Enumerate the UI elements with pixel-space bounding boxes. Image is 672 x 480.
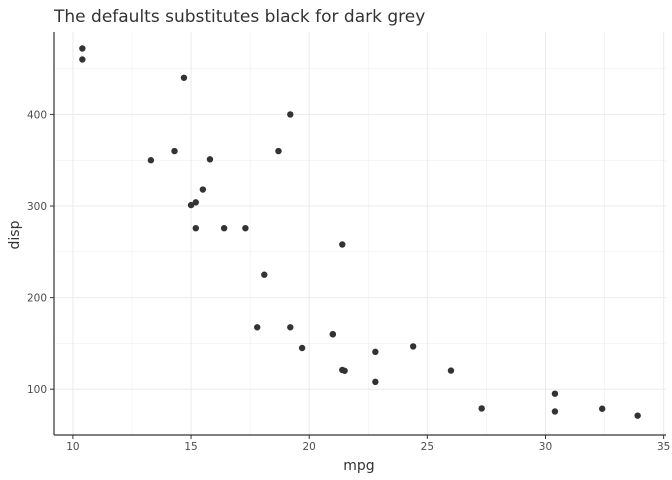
y-tick-label: 100	[27, 384, 47, 396]
y-axis-ticks: 100 200 300 400	[27, 109, 54, 396]
data-point	[339, 366, 346, 374]
data-point	[261, 271, 268, 278]
data-point	[478, 405, 485, 412]
x-tick-label: 25	[421, 441, 434, 453]
data-point	[372, 378, 379, 386]
data-point	[79, 56, 86, 63]
data-point	[447, 367, 455, 374]
data-point	[171, 147, 178, 155]
data-point	[275, 147, 282, 155]
data-point	[147, 157, 155, 164]
x-axis-ticks: 10 15 20 25 30 35	[66, 435, 670, 453]
data-point	[339, 241, 346, 248]
x-tick-label: 30	[539, 441, 552, 453]
data-point	[287, 324, 294, 331]
data-point	[206, 156, 214, 163]
data-point	[599, 405, 606, 412]
y-tick-label: 200	[27, 293, 47, 305]
data-point	[79, 45, 86, 52]
x-tick-label: 20	[303, 441, 316, 453]
x-tick-label: 35	[657, 441, 670, 453]
data-point	[372, 348, 379, 356]
data-point	[409, 343, 417, 350]
data-point	[634, 412, 641, 419]
y-axis-title: disp	[7, 220, 23, 249]
data-points	[79, 45, 641, 419]
y-tick-label: 400	[27, 109, 47, 121]
data-point	[192, 199, 199, 206]
data-point	[242, 224, 249, 232]
data-point	[298, 344, 306, 352]
x-tick-label: 10	[66, 441, 79, 453]
data-point	[551, 408, 559, 415]
data-point	[187, 201, 195, 209]
data-point	[180, 74, 188, 81]
data-point	[220, 224, 228, 232]
y-tick-label: 300	[27, 201, 47, 213]
chart-title: The defaults substitutes black for dark …	[53, 7, 425, 27]
data-point	[192, 224, 199, 232]
data-point	[199, 186, 207, 193]
data-point	[551, 390, 559, 397]
x-axis-title: mpg	[343, 458, 374, 474]
data-point	[329, 331, 337, 338]
x-tick-label: 15	[184, 441, 197, 453]
data-point	[287, 111, 294, 118]
grid	[54, 32, 666, 435]
axes	[53, 32, 666, 436]
data-point	[254, 324, 261, 331]
